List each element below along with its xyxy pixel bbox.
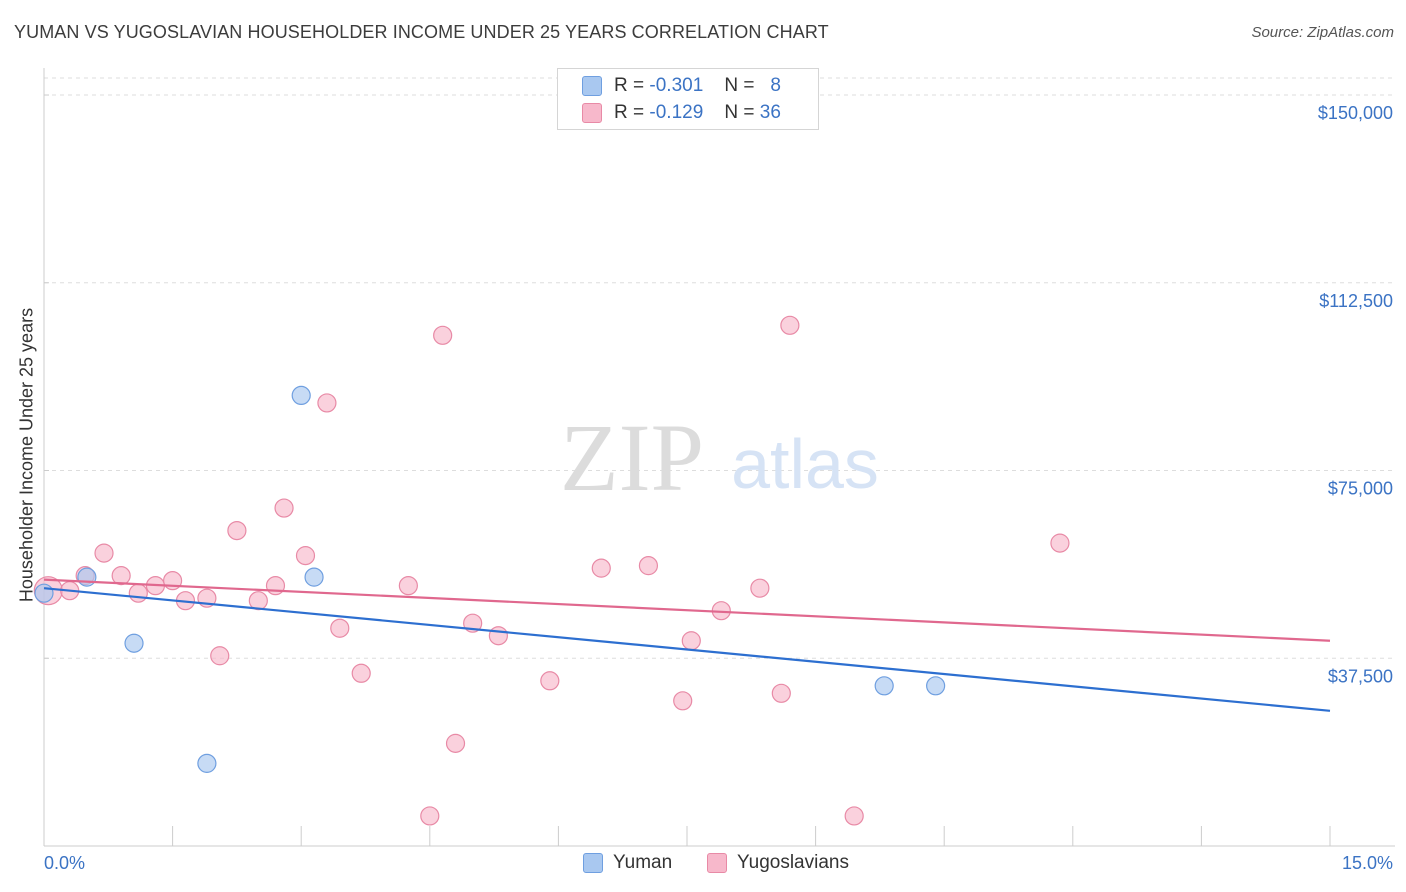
y-tick-label: $37,500 (1328, 666, 1393, 686)
point-yugoslavians (591, 558, 611, 578)
trend-lines (43, 578, 1331, 712)
point-yuman (197, 753, 217, 773)
series-legend: Yuman Yugoslavians (0, 852, 1406, 878)
legend-r-label: R = (614, 102, 645, 123)
legend-item-yugoslavians[interactable]: Yugoslavians (707, 852, 849, 874)
point-yuman (926, 676, 946, 696)
point-yugoslavians (433, 325, 453, 345)
legend-label-yugoslavians: Yugoslavians (737, 852, 849, 873)
legend-n-value: 36 (759, 102, 781, 123)
grid-lines (44, 77, 1395, 659)
point-yuman (291, 385, 311, 406)
point-yugoslavians (844, 806, 864, 826)
point-yugoslavians (780, 315, 800, 335)
point-yugoslavians (227, 520, 247, 541)
point-yuman (124, 633, 144, 653)
legend-row-yuman: R = -0.301 N = 8 (582, 75, 781, 99)
watermark-zip: ZIP (560, 404, 704, 511)
legend-label-yuman: Yuman (613, 852, 673, 873)
point-yugoslavians (420, 806, 440, 826)
watermark: ZIP atlas (560, 404, 879, 511)
y-tick-label: $112,500 (1319, 291, 1393, 311)
point-yugoslavians (771, 683, 791, 703)
trend-line-yugoslavians (43, 578, 1331, 642)
data-points (33, 315, 1070, 826)
point-yugoslavians (317, 393, 337, 413)
legend-swatch-yuman (582, 76, 602, 96)
point-yugoslavians (111, 566, 131, 586)
stats-legend: R = -0.301 N = 8 R = -0.129 N = 36 (557, 68, 819, 130)
legend-r-label: R = (614, 75, 645, 96)
x-tick-label-start: 0.0% (44, 853, 85, 873)
point-yugoslavians (673, 691, 693, 711)
point-yugoslavians (1050, 533, 1070, 553)
point-yugoslavians (750, 578, 770, 598)
point-yugoslavians (445, 733, 466, 753)
point-yugoslavians (330, 618, 350, 638)
point-yugoslavians (295, 546, 316, 566)
legend-n-label: N = (724, 102, 755, 123)
point-yugoslavians (128, 583, 148, 603)
point-yuman (304, 567, 324, 587)
legend-item-yuman[interactable]: Yuman (583, 852, 672, 874)
point-yugoslavians (274, 498, 294, 518)
x-tick-label-end: 15.0% (1342, 853, 1393, 873)
point-yugoslavians (638, 556, 659, 576)
y-tick-label: $150,000 (1318, 103, 1393, 123)
point-yuman (874, 676, 894, 696)
legend-row-yugoslavians: R = -0.129 N = 36 (582, 102, 781, 126)
point-yuman (77, 567, 97, 587)
point-yugoslavians (398, 576, 418, 596)
point-yugoslavians (540, 671, 560, 691)
point-yugoslavians (681, 631, 701, 651)
y-axis-label: Householder Income Under 25 years (16, 307, 37, 603)
point-yugoslavians (210, 646, 230, 666)
legend-r-value: -0.129 (649, 102, 704, 123)
trend-line-yuman (43, 587, 1331, 712)
legend-swatch-yugoslavians (582, 103, 602, 123)
point-yuman (34, 583, 54, 603)
legend-n-label: N = (724, 75, 755, 96)
legend-r-value: -0.301 (649, 75, 704, 96)
y-tick-label: $75,000 (1328, 479, 1393, 499)
source-credit: Source: ZipAtlas.com (1251, 24, 1394, 41)
legend-n-value: 8 (770, 75, 781, 96)
watermark-atlas: atlas (731, 425, 879, 503)
point-yugoslavians (488, 626, 508, 646)
tick-labels: $37,500 $75,000 $112,500 $150,000 0.0% 15.0% (44, 103, 1393, 873)
legend-swatch-yuman (583, 853, 603, 873)
point-yugoslavians (351, 663, 371, 683)
chart-title: YUMAN VS YUGOSLAVIAN HOUSEHOLDER INCOME … (14, 22, 829, 42)
point-yugoslavians (94, 543, 114, 563)
axes (43, 68, 1395, 847)
legend-swatch-yugoslavians (707, 853, 727, 873)
